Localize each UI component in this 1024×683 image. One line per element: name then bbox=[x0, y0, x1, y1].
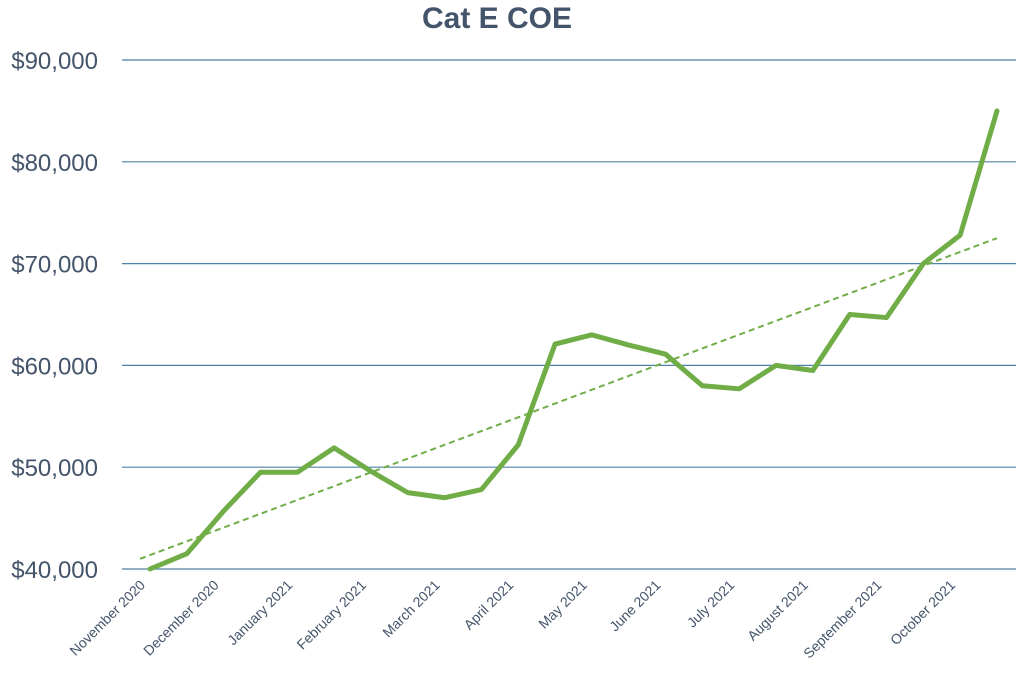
data-point bbox=[553, 342, 558, 347]
data-point bbox=[589, 332, 594, 337]
x-tick-label: September 2021 bbox=[800, 577, 885, 662]
data-point bbox=[884, 315, 889, 320]
y-tick-label: $90,000 bbox=[11, 48, 98, 75]
data-point bbox=[479, 487, 484, 492]
data-point bbox=[847, 312, 852, 317]
x-tick-label: July 2021 bbox=[684, 577, 738, 631]
chart-title: Cat E COE bbox=[422, 2, 572, 35]
x-tick-label: January 2021 bbox=[224, 577, 295, 648]
x-tick-label: June 2021 bbox=[606, 577, 664, 635]
data-point bbox=[184, 551, 189, 556]
data-point bbox=[810, 368, 815, 373]
data-point bbox=[295, 470, 300, 475]
data-point bbox=[774, 363, 779, 368]
trendline bbox=[139, 237, 998, 560]
x-tick-label: February 2021 bbox=[293, 577, 369, 653]
data-point bbox=[995, 108, 999, 113]
y-tick-label: $70,000 bbox=[11, 252, 98, 279]
data-point bbox=[737, 386, 742, 391]
series-layer bbox=[147, 108, 1000, 572]
data-point bbox=[516, 442, 521, 447]
y-tick-label: $80,000 bbox=[11, 150, 98, 177]
x-tick-label: May 2021 bbox=[535, 577, 590, 632]
data-point bbox=[921, 261, 926, 266]
data-point bbox=[700, 383, 705, 388]
x-tick-label: August 2021 bbox=[744, 577, 811, 644]
data-point bbox=[258, 470, 263, 475]
data-point bbox=[626, 343, 631, 348]
y-tick-label: $60,000 bbox=[11, 353, 98, 380]
data-point bbox=[405, 490, 410, 495]
data-point bbox=[221, 508, 226, 513]
x-tick-label: October 2021 bbox=[887, 577, 958, 648]
data-point bbox=[368, 469, 373, 474]
y-tick-label: $40,000 bbox=[11, 557, 98, 584]
x-tick-label: November 2020 bbox=[66, 577, 148, 659]
gridlines bbox=[122, 59, 1016, 570]
y-tick-label: $50,000 bbox=[11, 455, 98, 482]
series-line bbox=[147, 108, 1000, 572]
data-point bbox=[958, 233, 963, 238]
trendline-layer bbox=[139, 237, 998, 560]
x-tick-label: March 2021 bbox=[379, 577, 443, 641]
data-point bbox=[148, 567, 152, 571]
x-tick-label: April 2021 bbox=[460, 577, 516, 633]
data-point bbox=[663, 352, 668, 357]
data-point bbox=[332, 445, 337, 450]
y-axis-ticks: $40,000 $50,000 $60,000 $70,000 $80,000 $90,0… bbox=[11, 48, 98, 584]
x-tick-label: December 2020 bbox=[140, 577, 222, 659]
data-point bbox=[442, 495, 447, 500]
